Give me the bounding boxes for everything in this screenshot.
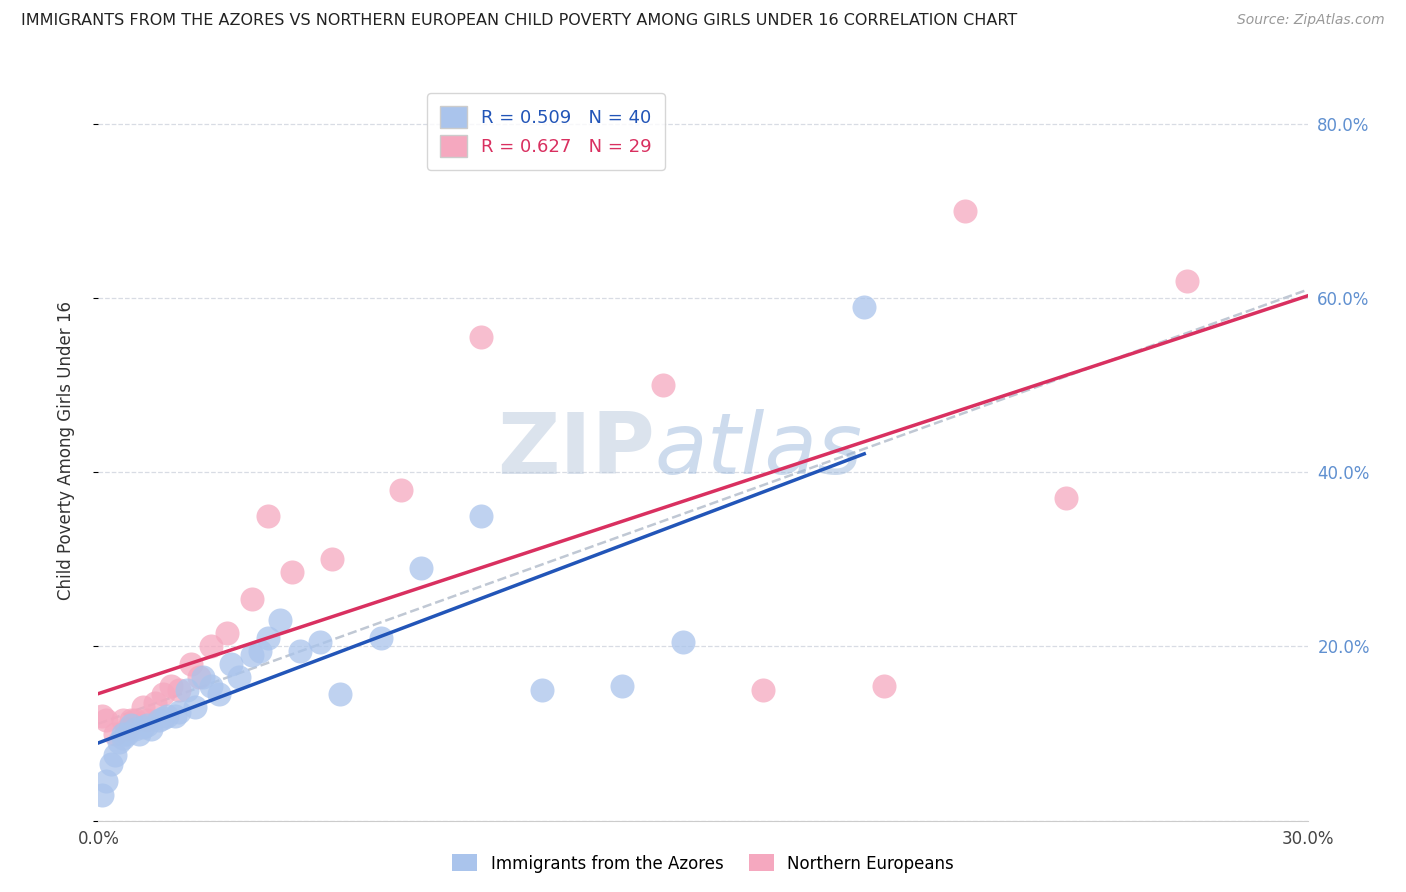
Point	[124, 722, 146, 736]
Point	[672, 635, 695, 649]
Point	[152, 687, 174, 701]
Point	[221, 657, 243, 671]
Point	[111, 731, 134, 745]
Point	[269, 613, 291, 627]
Point	[208, 687, 231, 701]
Point	[111, 726, 134, 740]
Point	[200, 640, 222, 654]
Point	[188, 670, 211, 684]
Point	[91, 788, 114, 802]
Point	[530, 683, 553, 698]
Point	[953, 203, 976, 218]
Point	[612, 679, 634, 693]
Point	[163, 709, 186, 723]
Point	[389, 483, 412, 497]
Text: IMMIGRANTS FROM THE AZORES VS NORTHERN EUROPEAN CHILD POVERTY AMONG GIRLS UNDER : IMMIGRANTS FROM THE AZORES VS NORTHERN E…	[21, 13, 1018, 29]
Point	[139, 722, 162, 736]
Point	[152, 711, 174, 725]
Point	[135, 714, 157, 728]
Legend: Immigrants from the Azores, Northern Europeans: Immigrants from the Azores, Northern Eur…	[446, 847, 960, 880]
Point	[111, 714, 134, 728]
Point	[132, 720, 155, 734]
Point	[143, 696, 166, 710]
Point	[217, 626, 239, 640]
Point	[120, 718, 142, 732]
Point	[288, 644, 311, 658]
Point	[470, 508, 492, 523]
Point	[281, 566, 304, 580]
Point	[470, 330, 492, 344]
Legend: R = 0.509   N = 40, R = 0.627   N = 29: R = 0.509 N = 40, R = 0.627 N = 29	[427, 93, 665, 169]
Point	[107, 735, 129, 749]
Text: atlas: atlas	[655, 409, 863, 492]
Point	[135, 718, 157, 732]
Point	[409, 561, 432, 575]
Point	[1054, 491, 1077, 506]
Point	[156, 709, 179, 723]
Point	[228, 670, 250, 684]
Text: Source: ZipAtlas.com: Source: ZipAtlas.com	[1237, 13, 1385, 28]
Point	[249, 644, 271, 658]
Point	[240, 648, 263, 662]
Point	[176, 683, 198, 698]
Point	[240, 591, 263, 606]
Point	[370, 631, 392, 645]
Point	[309, 635, 332, 649]
Point	[103, 748, 125, 763]
Text: ZIP: ZIP	[496, 409, 655, 492]
Point	[96, 714, 118, 728]
Point	[167, 683, 190, 698]
Point	[329, 687, 352, 701]
Point	[256, 508, 278, 523]
Point	[200, 679, 222, 693]
Point	[115, 722, 138, 736]
Point	[124, 714, 146, 728]
Point	[128, 726, 150, 740]
Point	[184, 700, 207, 714]
Point	[103, 726, 125, 740]
Point	[256, 631, 278, 645]
Point	[321, 552, 343, 566]
Point	[100, 757, 122, 772]
Point	[651, 378, 673, 392]
Y-axis label: Child Poverty Among Girls Under 16: Child Poverty Among Girls Under 16	[56, 301, 75, 600]
Point	[115, 726, 138, 740]
Point	[193, 670, 215, 684]
Point	[873, 679, 896, 693]
Point	[180, 657, 202, 671]
Point	[148, 714, 170, 728]
Point	[91, 709, 114, 723]
Point	[120, 714, 142, 728]
Point	[853, 300, 876, 314]
Point	[132, 700, 155, 714]
Point	[752, 683, 775, 698]
Point	[160, 679, 183, 693]
Point	[167, 705, 190, 719]
Point	[1175, 274, 1198, 288]
Point	[96, 774, 118, 789]
